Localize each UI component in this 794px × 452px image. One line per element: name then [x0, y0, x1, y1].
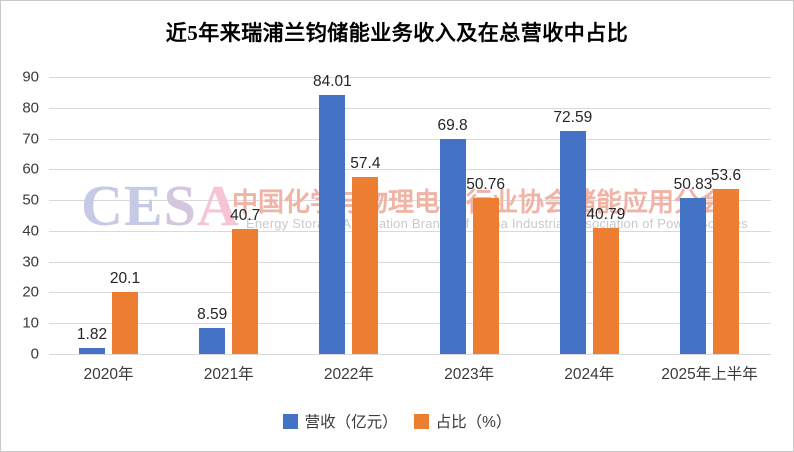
y-axis-tick-label: 80: [22, 99, 39, 117]
bar-share: [232, 228, 259, 354]
bar-revenue: [199, 327, 226, 354]
y-axis-tick-label: 90: [22, 68, 39, 86]
x-axis-category-label: 2024年: [564, 366, 615, 383]
gridline: [49, 354, 771, 355]
data-label: 57.4: [350, 155, 381, 173]
gridline: [49, 169, 771, 171]
x-axis-category-label: 2023年: [444, 366, 495, 383]
plot-area: 1.82 8.59 84.01 69.8 72.59 50.83 20.1 40.7 57.4 5…: [49, 73, 771, 355]
bar-share: [713, 189, 739, 354]
y-axis-tick-label: 40: [22, 222, 39, 240]
x-axis-category-label: 2025年上半年: [661, 366, 758, 383]
x-axis-category-label: 2020年: [83, 366, 134, 383]
y-axis-tick-label: 10: [22, 314, 39, 332]
bar-share: [592, 228, 619, 354]
gridline: [49, 138, 771, 140]
gridline: [49, 230, 771, 232]
legend-swatch-share-icon: [413, 413, 429, 429]
legend-item-revenue: 营收（亿元）: [282, 410, 398, 432]
gridline: [49, 77, 771, 78]
gridline: [49, 292, 771, 294]
y-axis-tick-label: 70: [22, 130, 39, 148]
data-label: 8.59: [197, 305, 228, 323]
legend-label-revenue: 营收（亿元）: [304, 414, 398, 431]
data-label: 72.59: [553, 108, 593, 126]
bar-share: [112, 292, 138, 354]
data-label: 40.79: [586, 206, 626, 224]
x-axis-category-label: 2022年: [323, 366, 374, 383]
legend-swatch-revenue-icon: [282, 413, 298, 429]
data-label: 84.01: [312, 73, 352, 91]
data-label: 1.82: [76, 326, 108, 344]
gridline: [49, 261, 771, 263]
data-label: 20.1: [109, 270, 141, 288]
gridline: [49, 107, 771, 109]
legend: 营收（亿元） 占比（%）: [1, 410, 793, 432]
data-label: 50.76: [466, 175, 505, 193]
bar-revenue: [319, 95, 346, 354]
bar-revenue: [680, 197, 706, 354]
y-axis-tick-label: 50: [22, 191, 39, 209]
legend-label-share: 占比（%）: [435, 414, 512, 431]
gridline: [49, 323, 771, 325]
data-label: 53.6: [710, 167, 742, 185]
bar-revenue: [559, 130, 586, 354]
data-label: 50.83: [673, 175, 713, 193]
y-axis-tick-label: 60: [22, 160, 39, 178]
bar-revenue: [439, 139, 466, 354]
chart-title: 近5年来瑞浦兰钧储能业务收入及在总营收中占比: [165, 21, 629, 45]
y-axis-tick-label: 20: [22, 283, 39, 301]
data-label: 69.8: [437, 117, 468, 135]
x-axis-category-label: 2021年: [203, 366, 254, 383]
gridline: [49, 200, 771, 202]
bar-revenue: [79, 348, 105, 354]
data-label: 40.7: [230, 206, 261, 224]
y-axis-tick-label: 30: [22, 253, 39, 271]
legend-item-share: 占比（%）: [413, 410, 512, 432]
bar-share: [352, 177, 379, 354]
bar-share: [472, 197, 499, 354]
y-axis-tick-label: 0: [30, 345, 39, 363]
